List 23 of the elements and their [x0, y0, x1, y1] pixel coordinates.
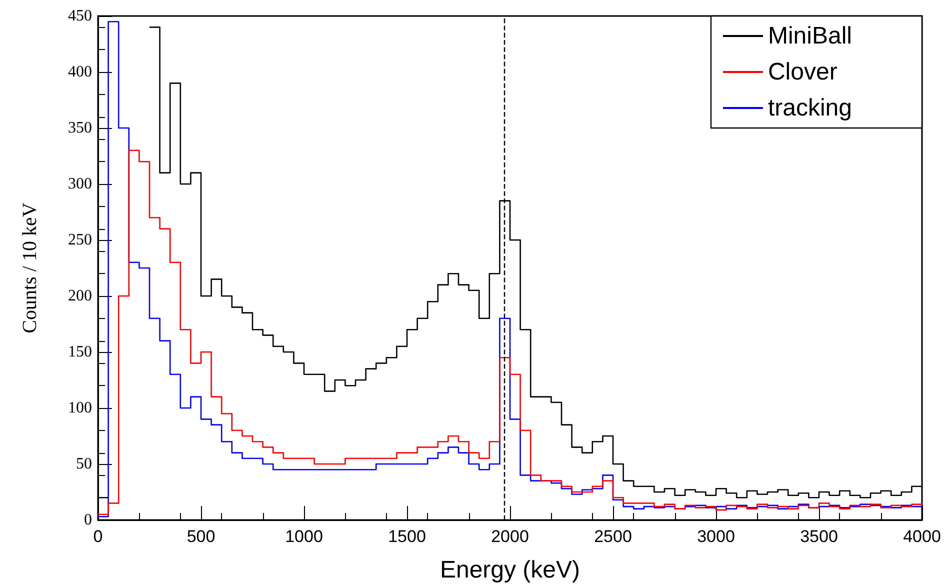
y-tick-label: 200 — [68, 288, 92, 304]
y-tick-label: 100 — [68, 400, 92, 416]
legend-label: Clover — [768, 58, 838, 86]
legend-label: MiniBall — [768, 22, 852, 50]
x-tick-label: 1000 — [285, 527, 323, 546]
y-tick-label: 300 — [68, 176, 92, 192]
y-tick-label: 50 — [76, 456, 92, 472]
x-tick-label: 3000 — [697, 527, 735, 546]
x-axis-title: Energy (keV) — [440, 556, 580, 584]
x-tick-label: 2500 — [594, 527, 632, 546]
x-tick-label: 4000 — [903, 527, 941, 546]
y-tick-label: 250 — [68, 232, 92, 248]
x-tick-label: 500 — [186, 527, 216, 546]
x-tick-label: 2000 — [491, 527, 529, 546]
y-tick-label: 450 — [68, 8, 92, 24]
y-tick-label: 350 — [68, 120, 92, 136]
x-tick-label: 1500 — [388, 527, 426, 546]
y-tick-label: 400 — [68, 64, 92, 80]
y-axis-title: Counts / 10 keV — [19, 202, 41, 334]
x-tick-label: 3500 — [800, 527, 838, 546]
legend-label: tracking — [768, 94, 852, 122]
y-tick-label: 150 — [68, 344, 92, 360]
y-tick-label: 0 — [84, 512, 92, 528]
